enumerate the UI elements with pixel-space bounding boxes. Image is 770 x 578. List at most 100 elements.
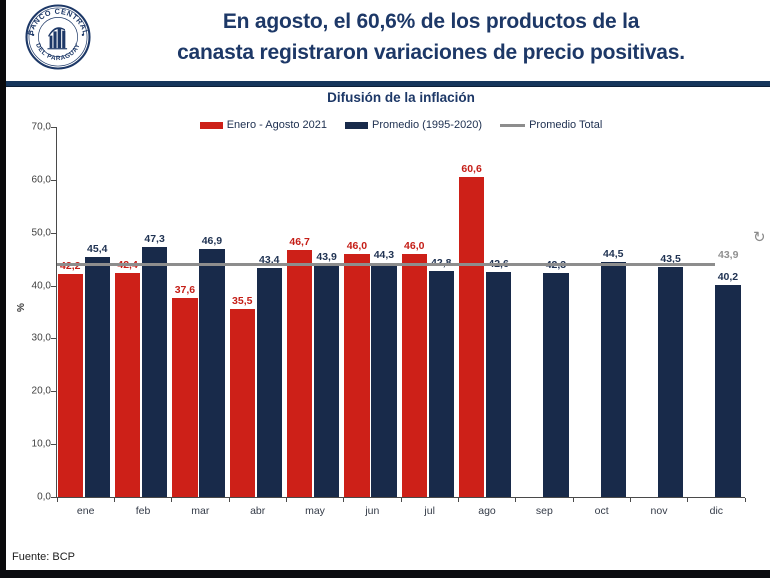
bcp-seal-icon: BANCO CENTRAL DEL PARAGUAY bbox=[25, 4, 91, 70]
y-tick-mark bbox=[51, 444, 56, 446]
y-tick-label: 0,0 bbox=[37, 491, 51, 503]
header-divider bbox=[6, 81, 770, 87]
x-tick-mark bbox=[744, 498, 746, 502]
chart-plot-area: % 0,0 10,0 20,0 30,0 40,0 50,0 60,0 70,0 ene feb m… bbox=[16, 122, 746, 517]
legend-item-promedio-1995-2020: Promedio (1995-2020) bbox=[345, 119, 482, 131]
bar-feb-series2 bbox=[141, 246, 168, 497]
slide-title-line2: canasta registraron variaciones de preci… bbox=[177, 41, 685, 64]
y-tick-mark bbox=[51, 232, 56, 234]
x-tick-mark bbox=[171, 498, 173, 502]
bar-value-feb-series2: 47,3 bbox=[144, 232, 165, 245]
y-tick-label: 60,0 bbox=[31, 174, 51, 186]
bar-value-mar-series2: 46,9 bbox=[201, 235, 223, 248]
x-axis-line bbox=[56, 497, 745, 498]
left-edge-strip bbox=[0, 0, 6, 578]
bar-jun-series1 bbox=[344, 253, 370, 497]
x-tick-mark bbox=[113, 498, 115, 502]
x-tick-mark bbox=[687, 498, 689, 502]
y-tick-mark bbox=[51, 338, 56, 340]
x-tick-mark bbox=[572, 498, 574, 502]
legend-swatch-promedio-1995-2020 bbox=[345, 121, 369, 129]
x-category-label-feb: feb bbox=[135, 505, 151, 517]
legend-item-enero-agosto-2021: Enero - Agosto 2021 bbox=[199, 119, 327, 131]
y-tick-label: 70,0 bbox=[31, 121, 51, 133]
slide-title: En agosto, el 60,6% de los productos de … bbox=[106, 6, 756, 68]
bar-nov-series2 bbox=[657, 267, 684, 497]
bar-value-jun-series1: 46,0 bbox=[346, 239, 368, 252]
slide-title-line1: En agosto, el 60,6% de los productos de … bbox=[222, 10, 640, 33]
bar-value-oct-series2: 44,5 bbox=[603, 247, 624, 260]
promedio-total-line bbox=[57, 263, 715, 267]
x-category-label-sep: sep bbox=[535, 505, 553, 517]
y-tick-mark bbox=[51, 391, 56, 393]
logo-building-icon bbox=[47, 27, 68, 50]
bar-value-nov-series2: 43,5 bbox=[660, 253, 681, 266]
legend-label-promedio-total: Promedio Total bbox=[529, 119, 603, 131]
y-tick-mark bbox=[51, 497, 56, 498]
bar-value-ago-series1: 60,6 bbox=[461, 162, 482, 175]
y-tick-mark bbox=[51, 127, 56, 128]
bar-feb-series1 bbox=[114, 272, 141, 497]
bar-jun-series2 bbox=[371, 262, 397, 497]
y-tick-label: 50,0 bbox=[31, 227, 51, 239]
bar-may-series1 bbox=[286, 250, 313, 497]
bar-value-mar-series1: 37,6 bbox=[174, 284, 196, 297]
chart-legend: Enero - Agosto 2021 Promedio (1995-2020) P… bbox=[57, 117, 745, 133]
y-axis-title: % bbox=[15, 303, 27, 312]
promedio-total-value: 43,9 bbox=[718, 248, 739, 261]
y-tick-label: 10,0 bbox=[31, 438, 51, 450]
source-note: Fuente: BCP bbox=[12, 551, 75, 563]
x-category-label-dic: dic bbox=[709, 505, 724, 517]
x-tick-mark bbox=[629, 498, 631, 502]
bar-value-jun-series2: 44,3 bbox=[373, 248, 395, 261]
y-tick-mark bbox=[51, 285, 56, 287]
bar-ago-series1 bbox=[458, 176, 485, 497]
bar-ene-series1 bbox=[57, 273, 83, 497]
x-category-label-ene: ene bbox=[76, 505, 95, 517]
x-category-label-jul: jul bbox=[424, 505, 435, 517]
x-tick-mark bbox=[457, 498, 459, 502]
bar-jul-series2 bbox=[428, 270, 454, 497]
bar-sep-series2 bbox=[543, 273, 569, 497]
legend-swatch-enero-agosto-2021 bbox=[199, 121, 223, 129]
y-tick-mark bbox=[51, 179, 56, 181]
slide-header: BANCO CENTRAL DEL PARAGUAY En agosto, bbox=[6, 0, 770, 81]
bar-mar-series1 bbox=[172, 298, 198, 497]
bar-value-abr-series1: 35,5 bbox=[232, 295, 253, 308]
bar-value-jul-series1: 46,0 bbox=[404, 239, 425, 252]
bar-value-may-series1: 46,7 bbox=[289, 236, 310, 249]
legend-swatch-promedio-total bbox=[500, 123, 526, 127]
chart-title: Difusión de la inflación bbox=[327, 90, 475, 105]
x-tick-mark bbox=[343, 498, 345, 502]
y-axis-line bbox=[56, 127, 57, 498]
bar-value-ene-series2: 45,4 bbox=[87, 243, 108, 256]
y-tick-label: 40,0 bbox=[31, 280, 51, 292]
bar-may-series2 bbox=[313, 264, 340, 497]
x-category-label-may: may bbox=[305, 505, 325, 517]
bcp-logo: BANCO CENTRAL DEL PARAGUAY bbox=[22, 2, 94, 72]
legend-item-promedio-total: Promedio Total bbox=[500, 119, 602, 131]
x-tick-mark bbox=[515, 498, 517, 502]
bar-value-abr-series2: 43,4 bbox=[259, 253, 280, 266]
bar-dic-series2 bbox=[715, 284, 741, 497]
bar-value-may-series2: 43,9 bbox=[316, 250, 337, 263]
x-category-label-nov: nov bbox=[650, 505, 668, 517]
bar-mar-series2 bbox=[199, 249, 225, 497]
x-tick-mark bbox=[228, 498, 230, 502]
legend-label-promedio-1995-2020: Promedio (1995-2020) bbox=[372, 119, 483, 131]
x-category-label-ago: ago bbox=[478, 505, 496, 517]
x-category-label-oct: oct bbox=[594, 505, 609, 517]
rotate-cursor-icon: ↻ bbox=[753, 229, 766, 246]
x-category-label-mar: mar bbox=[191, 505, 210, 517]
bar-value-dic-series2: 40,2 bbox=[717, 270, 739, 283]
x-tick-mark bbox=[56, 498, 58, 502]
bottom-edge-strip bbox=[0, 570, 770, 578]
bar-ago-series2 bbox=[485, 271, 512, 497]
y-tick-label: 30,0 bbox=[31, 332, 51, 344]
x-category-label-abr: abr bbox=[250, 505, 266, 517]
x-tick-mark bbox=[400, 498, 402, 502]
y-tick-label: 20,0 bbox=[31, 385, 51, 397]
bar-ene-series2 bbox=[84, 257, 110, 497]
bar-abr-series1 bbox=[229, 309, 255, 497]
